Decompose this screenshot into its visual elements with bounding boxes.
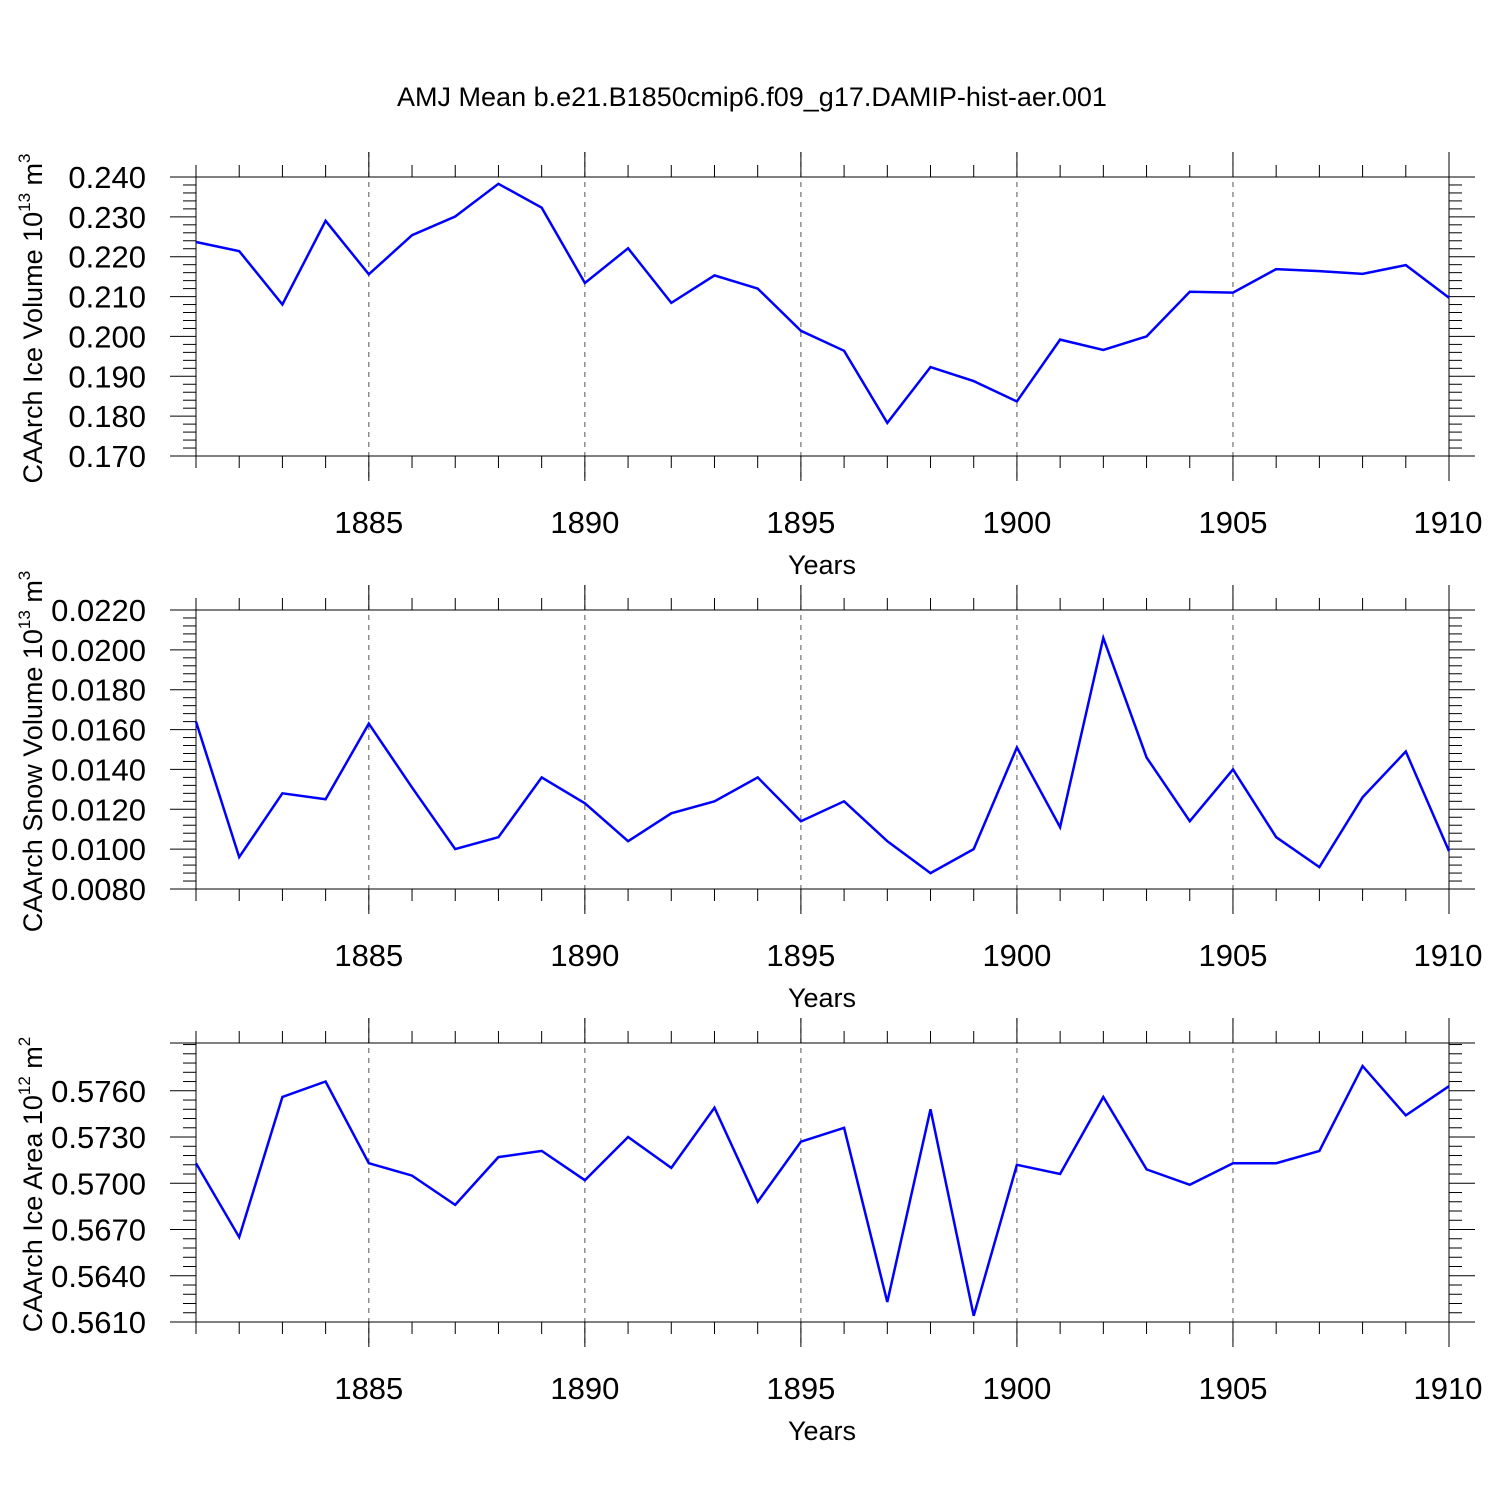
y-tick-label: 0.170 bbox=[68, 439, 146, 474]
series-line bbox=[194, 1063, 1450, 1317]
x-tick-label: 1910 bbox=[1414, 505, 1483, 540]
y-tick-label: 0.240 bbox=[68, 160, 146, 195]
x-tick-label: 1905 bbox=[1198, 1371, 1267, 1406]
y-axis-label-unit: m bbox=[18, 163, 48, 193]
y-tick-label: 0.0080 bbox=[51, 872, 146, 907]
y-axis-label-exp: 12 bbox=[15, 1076, 34, 1095]
y-tick-label: 0.5670 bbox=[51, 1213, 146, 1248]
y-tick-label: 0.5730 bbox=[51, 1120, 146, 1155]
x-tick-label: 1890 bbox=[550, 505, 619, 540]
y-tick-label: 0.0100 bbox=[51, 832, 146, 867]
y-tick-label: 0.180 bbox=[68, 399, 146, 434]
y-axis-label: CAArch Ice Area 1012 m2 bbox=[15, 1037, 48, 1333]
y-tick-label: 0.5640 bbox=[51, 1259, 146, 1294]
y-tick-label: 0.220 bbox=[68, 240, 146, 275]
x-tick-label: 1905 bbox=[1198, 505, 1267, 540]
y-tick-label: 0.0120 bbox=[51, 792, 146, 827]
y-tick-label: 0.200 bbox=[68, 319, 146, 354]
x-tick-label: 1890 bbox=[550, 938, 619, 973]
x-tick-label: 1885 bbox=[334, 505, 403, 540]
y-tick-label: 0.210 bbox=[68, 280, 146, 315]
x-tick-label: 1900 bbox=[982, 938, 1051, 973]
y-axis-label-text: CAArch Ice Volume 10 bbox=[18, 212, 48, 484]
y-axis-label-unit: m bbox=[18, 1046, 48, 1076]
y-axis-label-text: CAArch Snow Volume 10 bbox=[18, 629, 48, 932]
x-tick-label: 1905 bbox=[1198, 938, 1267, 973]
x-tick-label: 1885 bbox=[334, 1371, 403, 1406]
x-tick-label: 1910 bbox=[1414, 1371, 1483, 1406]
y-tick-label: 0.0180 bbox=[51, 673, 146, 708]
y-axis-label-unit-exp: 2 bbox=[15, 1037, 34, 1046]
x-tick-label: 1900 bbox=[982, 1371, 1051, 1406]
y-axis-label-unit-exp: 3 bbox=[15, 153, 34, 162]
y-tick-label: 0.0160 bbox=[51, 713, 146, 748]
y-axis-label: CAArch Ice Volume 1013 m3 bbox=[15, 153, 48, 483]
y-axis-label-unit: m bbox=[18, 580, 48, 610]
y-tick-label: 0.5610 bbox=[51, 1305, 146, 1340]
chart-title: AMJ Mean b.e21.B1850cmip6.f09_g17.DAMIP-… bbox=[397, 82, 1107, 112]
y-tick-label: 0.0200 bbox=[51, 633, 146, 668]
panel-snow-volume: 0.0080 0.0100 0.0120 0.0140 0.0160 0.0180 0.02… bbox=[15, 571, 1482, 1013]
y-tick-label: 0.5760 bbox=[51, 1074, 146, 1109]
x-tick-label: 1910 bbox=[1414, 938, 1483, 973]
x-axis-label: Years bbox=[788, 550, 856, 580]
y-tick-label: 0.5700 bbox=[51, 1166, 146, 1201]
y-axis-label-unit-exp: 3 bbox=[15, 571, 34, 580]
panel-ice-volume: 0.170 0.180 0.190 0.200 0.210 0.220 0.230 0.240… bbox=[15, 152, 1482, 580]
series-line bbox=[194, 633, 1451, 875]
y-axis-label: CAArch Snow Volume 1013 m3 bbox=[15, 571, 48, 933]
y-tick-label: 0.0140 bbox=[51, 752, 146, 787]
panel-ice-area: 0.5610 0.5640 0.5670 0.5700 0.5730 0.5760 1885… bbox=[15, 1018, 1482, 1446]
x-tick-label: 1885 bbox=[334, 938, 403, 973]
x-tick-label: 1895 bbox=[766, 938, 835, 973]
y-axis-label-exp: 13 bbox=[15, 610, 34, 629]
y-tick-label: 0.230 bbox=[68, 200, 146, 235]
y-axis-label-text: CAArch Ice Area 10 bbox=[18, 1095, 48, 1332]
x-tick-label: 1900 bbox=[982, 505, 1051, 540]
y-axis-label-exp: 13 bbox=[15, 193, 34, 212]
y-tick-label: 0.0220 bbox=[51, 593, 146, 628]
x-tick-label: 1895 bbox=[766, 1371, 835, 1406]
series-line bbox=[195, 182, 1450, 426]
x-tick-label: 1895 bbox=[766, 505, 835, 540]
panels: 0.170 0.180 0.190 0.200 0.210 0.220 0.230 0.240… bbox=[15, 152, 1482, 1446]
x-axis-label: Years bbox=[788, 983, 856, 1013]
x-tick-label: 1890 bbox=[550, 1371, 619, 1406]
y-tick-label: 0.190 bbox=[68, 359, 146, 394]
x-axis-label: Years bbox=[788, 1416, 856, 1446]
